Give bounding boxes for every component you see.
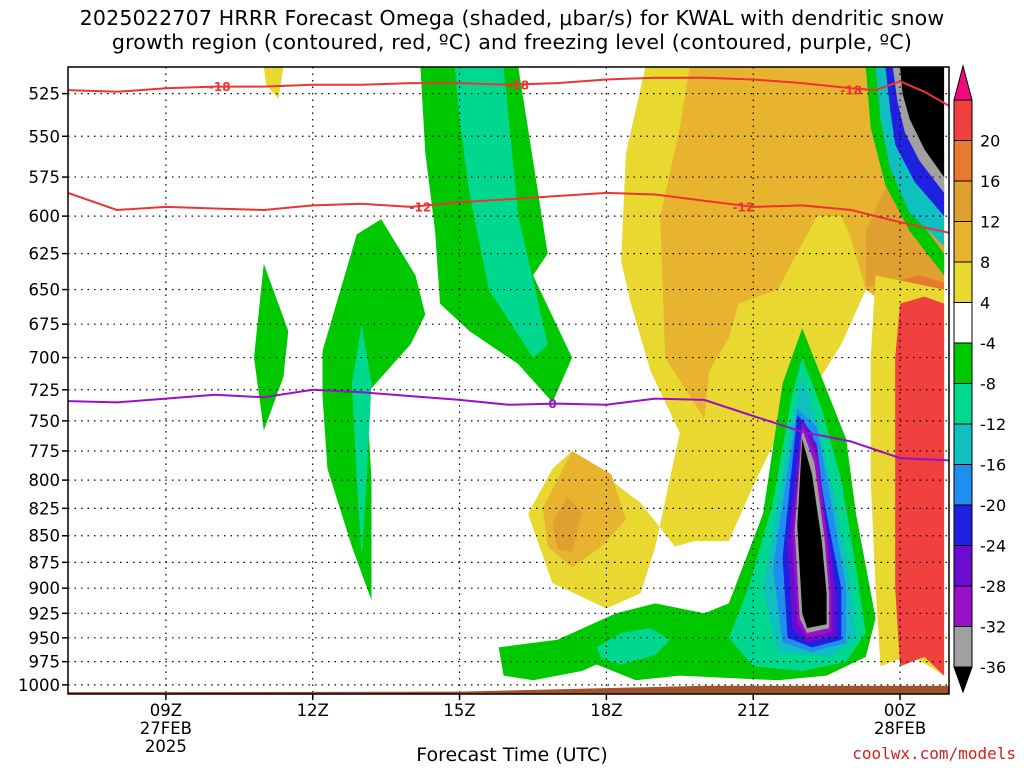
omega-region [454,67,548,358]
y-tick-label: 900 [29,579,61,598]
colorbar-label: -12 [980,415,1006,434]
contour-line [68,76,949,107]
y-tick-label: 700 [29,349,61,368]
contour-label: -18 [507,78,529,92]
x-tick-label: 27FEB [140,719,192,738]
x-tick-label: 15Z [443,701,475,720]
colorbar-bin [953,423,973,465]
colorbar-label: 8 [980,253,990,272]
y-tick-label: 575 [29,168,61,187]
y-tick-label: 775 [29,442,61,461]
y-tick-label: 625 [29,245,61,264]
x-tick-label: 12Z [297,701,329,720]
colorbar: 20 16 12 8 4 -4 -8 -12 -16 -20 -24 -28 -32 -36 [953,64,1006,694]
contour-label: -18 [840,84,862,98]
colorbar-arrow-top [953,64,973,101]
plot-area: -18 -18 -18 -12 -12 0 [68,67,949,694]
y-tick-label: 600 [29,207,61,226]
y-tick-label: 975 [29,653,61,672]
contour-label: -18 [209,80,231,94]
x-tick-label: 21Z [737,701,769,720]
y-tick-label: 550 [29,127,61,146]
colorbar-bin [953,504,973,546]
colorbar-bin [953,383,973,425]
colorbar-bin [953,585,973,627]
colorbar-bin [953,545,973,587]
contour-label: 0 [548,397,556,411]
omega-region [895,296,945,676]
y-tick-label: 725 [29,381,61,400]
x-tick-label: 18Z [590,701,622,720]
y-tick-label: 1000 [18,676,60,695]
contour-label: -12 [410,200,432,214]
colorbar-label: -32 [980,618,1006,637]
colorbar-label: -20 [980,496,1006,515]
y-tick-label: 675 [29,315,61,334]
colorbar-label: -8 [980,375,996,394]
colorbar-bin [953,464,973,506]
omega-region [596,628,670,665]
omega-region [254,263,289,431]
colorbar-label: 12 [980,213,1000,232]
plot-frame [67,66,950,695]
x-tick-label: 2025 [145,737,187,756]
y-tick-label: 950 [29,629,61,648]
colorbar-label: -16 [980,456,1006,475]
colorbar-arrow-bottom [953,666,973,694]
colorbar-bin [953,342,973,384]
colorbar-label: 4 [980,294,990,313]
contour-label: -12 [733,200,755,214]
colorbar-bin [953,140,973,182]
x-tick-label: 00Z [884,701,916,720]
colorbar-label: -36 [980,658,1006,677]
y-tick-label: 825 [29,499,61,518]
colorbar-label: 16 [980,172,1000,191]
contour-line [68,388,949,462]
omega-region [351,324,372,558]
colorbar-label: 20 [980,132,1000,151]
contour-line [68,191,949,234]
y-tick-label: 525 [29,85,61,104]
colorbar-label: -28 [980,577,1006,596]
colorbar-bin [953,99,973,141]
colorbar-bin [953,261,973,303]
y-tick-label: 750 [29,412,61,431]
y-tick-label: 800 [29,471,61,490]
colorbar-label: -24 [980,537,1006,556]
ground-bar [68,685,949,694]
omega-region [322,219,426,601]
colorbar-bin [953,221,973,263]
colorbar-label: -4 [980,334,996,353]
site-credit[interactable]: coolwx.com/models [852,744,1016,763]
omega-region [263,67,284,99]
x-axis-label: Forecast Time (UTC) [416,744,608,766]
colorbar-bin [953,180,973,222]
omega-region [552,497,582,552]
chart-title: 2025022707 HRRR Forecast Omega (shaded, … [79,6,945,54]
colorbar-bin [953,302,973,344]
x-tick-label: 28FEB [874,719,926,738]
omega-region [900,67,945,178]
omega-region [865,67,945,276]
colorbar-bin [953,626,973,668]
x-tick-label: 09Z [150,701,182,720]
y-tick-label: 925 [29,604,61,623]
y-tick-label: 650 [29,281,61,300]
omega-region [660,67,945,419]
omega-region [797,439,827,629]
y-tick-label: 875 [29,553,61,572]
y-tick-label: 850 [29,527,61,546]
